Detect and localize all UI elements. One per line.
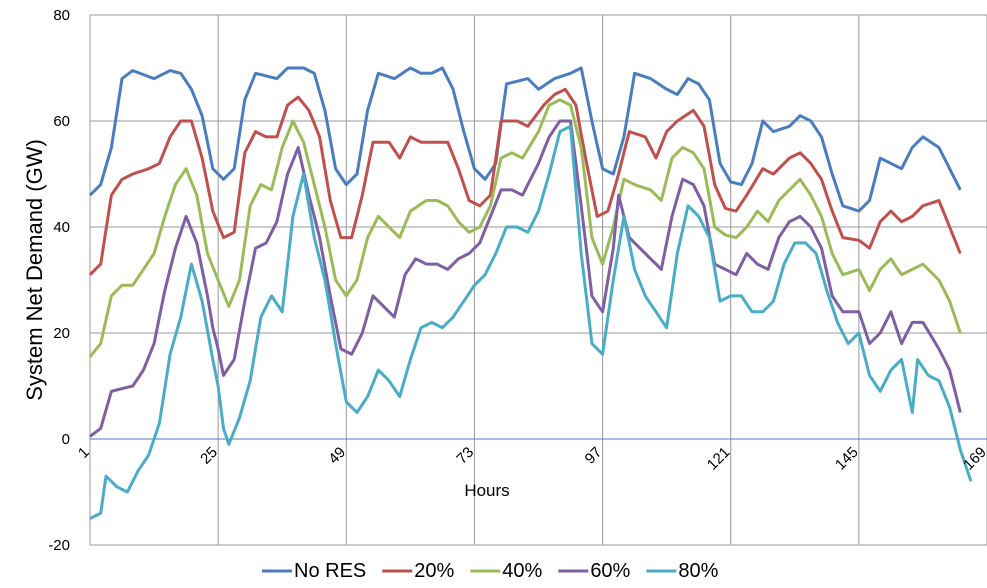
x-tick-label: 25 [197, 444, 221, 468]
x-tick-label: 169 [960, 444, 987, 474]
y-tick-label: -20 [48, 537, 70, 554]
legend-label: 20% [414, 560, 454, 582]
y-axis-title: System Net Demand (GW) [22, 139, 47, 401]
x-tick-labels: 1 25 49 73 97 121 145 169 [75, 444, 987, 474]
legend-label: 40% [502, 560, 542, 582]
x-tick-label: 73 [453, 444, 477, 468]
x-tick-label: 121 [704, 444, 734, 474]
legend-label: 60% [590, 560, 630, 582]
y-tick-label: 80 [53, 7, 70, 24]
series-line-20 [88, 87, 962, 276]
legend-label: 80% [678, 560, 718, 582]
y-tick-labels: -20 0 20 40 60 80 [48, 7, 70, 554]
x-tick-label: 97 [582, 444, 606, 468]
x-tick-label: 145 [832, 444, 862, 474]
x-axis-title: Hours [464, 481, 509, 500]
series-line-40 [88, 98, 962, 358]
legend-label: No RES [294, 560, 366, 582]
y-tick-label: 40 [53, 219, 70, 236]
series-lines [88, 66, 973, 520]
y-tick-label: 60 [53, 113, 70, 130]
legend: No RES 20% 40% 60% 80% [262, 560, 719, 582]
y-tick-label: 0 [62, 431, 70, 448]
series-line-80 [89, 124, 973, 520]
grid-lines [89, 14, 987, 546]
y-tick-label: 20 [53, 325, 70, 342]
series-line-no-res [88, 66, 962, 213]
series-line-60 [89, 119, 962, 438]
x-tick-label: 49 [325, 444, 349, 468]
